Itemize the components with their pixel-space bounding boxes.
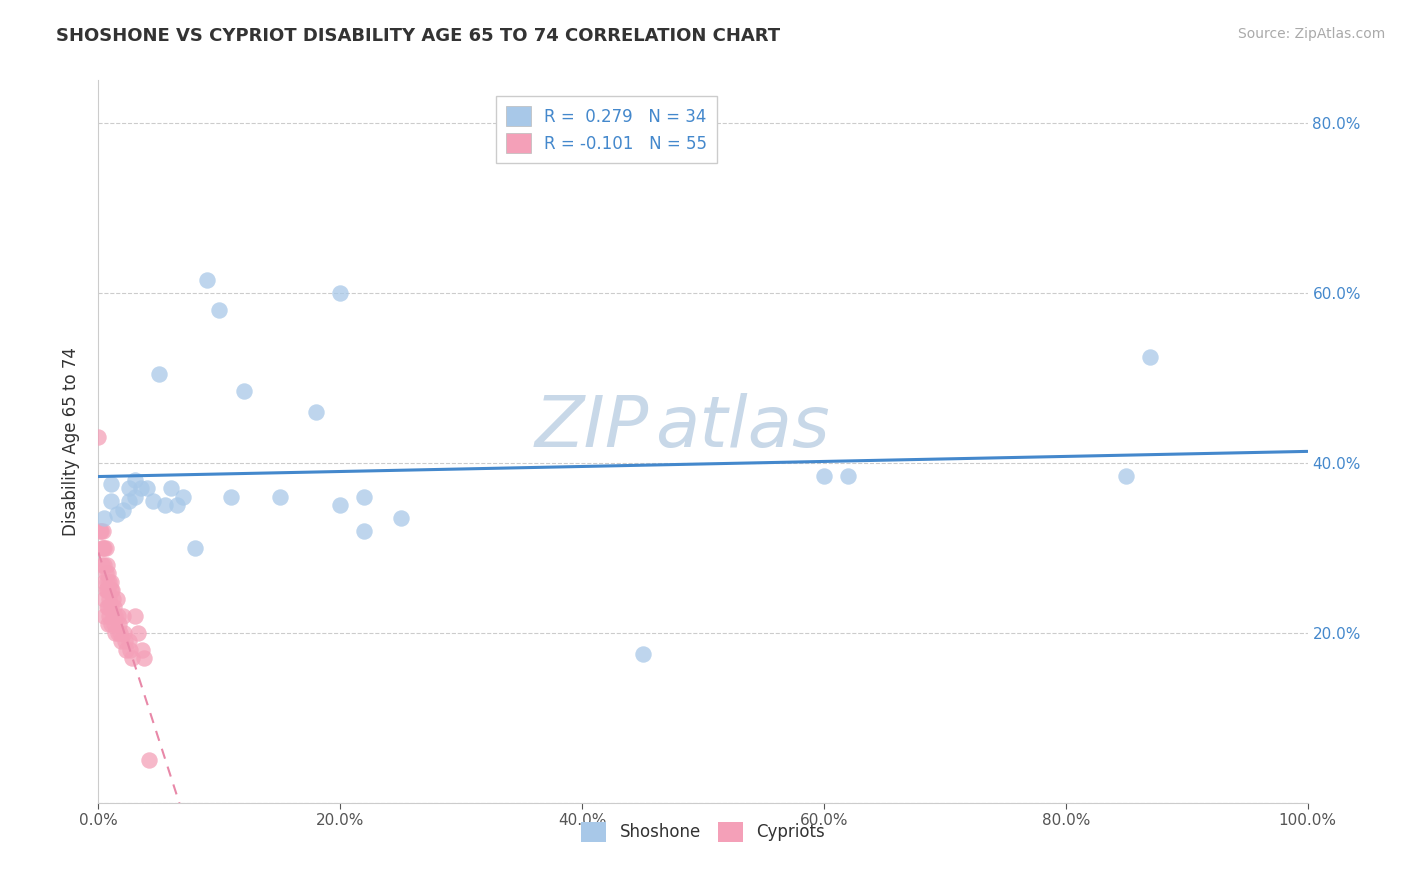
Text: Source: ZipAtlas.com: Source: ZipAtlas.com [1237,27,1385,41]
Point [111,502,134,516]
Point [329,498,352,512]
Point [353,524,375,538]
Point [269,490,291,504]
Point [94,583,117,598]
Point [96,600,118,615]
Point [97,617,120,632]
Point [100,494,122,508]
Point [100,583,122,598]
Point [107,608,129,623]
Point [100,600,122,615]
Point [94,541,117,555]
Point [160,481,183,495]
Point [97,566,120,581]
Point [107,625,129,640]
Point [134,651,156,665]
Point [110,634,132,648]
Text: SHOSHONE VS CYPRIOT DISABILITY AGE 65 TO 74 CORRELATION CHART: SHOSHONE VS CYPRIOT DISABILITY AGE 65 TO… [56,27,780,45]
Point [91,558,114,572]
Point [108,625,131,640]
Point [124,608,146,623]
Point [142,494,165,508]
Text: atlas: atlas [655,392,830,461]
Point [108,617,131,632]
Point [96,574,118,589]
Point [115,642,138,657]
Point [112,625,135,640]
Y-axis label: Disability Age 65 to 74: Disability Age 65 to 74 [62,347,80,536]
Point [93,591,115,606]
Point [101,591,124,606]
Point [837,468,859,483]
Point [103,617,125,632]
Point [329,285,352,300]
Point [93,574,115,589]
Point [100,574,122,589]
Point [118,494,141,508]
Point [148,367,170,381]
Point [93,541,115,555]
Point [1115,468,1137,483]
Point [124,473,146,487]
Point [93,608,115,623]
Point [91,541,114,555]
Point [104,625,127,640]
Point [97,600,120,615]
Point [1139,350,1161,364]
Point [172,490,194,504]
Point [118,634,141,648]
Point [127,625,149,640]
Point [100,617,122,632]
Point [98,591,121,606]
Point [105,591,128,606]
Point [94,566,117,581]
Point [93,511,115,525]
Point [91,524,114,538]
Point [153,498,176,512]
Point [98,574,121,589]
Point [96,558,118,572]
Point [232,384,254,398]
Point [105,507,128,521]
Point [118,481,141,495]
Point [195,273,218,287]
Point [138,753,160,767]
Point [813,468,835,483]
Point [166,498,188,512]
Text: ZIP: ZIP [534,392,648,461]
Legend: Shoshone, Cypriots: Shoshone, Cypriots [575,815,831,848]
Point [103,600,125,615]
Point [353,490,375,504]
Point [118,642,141,657]
Point [90,524,112,538]
Point [135,481,157,495]
Point [100,583,122,598]
Point [631,647,654,661]
Point [305,405,328,419]
Point [121,651,143,665]
Point [114,634,136,648]
Point [93,558,115,572]
Point [91,541,114,555]
Point [104,608,127,623]
Point [98,608,121,623]
Point [129,481,152,495]
Point [87,430,110,444]
Point [131,642,153,657]
Point [100,477,122,491]
Point [97,583,120,598]
Point [89,524,111,538]
Point [101,608,124,623]
Point [389,511,412,525]
Point [208,302,231,317]
Point [96,583,118,598]
Point [124,490,146,504]
Point [221,490,243,504]
Point [111,608,134,623]
Point [184,541,207,555]
